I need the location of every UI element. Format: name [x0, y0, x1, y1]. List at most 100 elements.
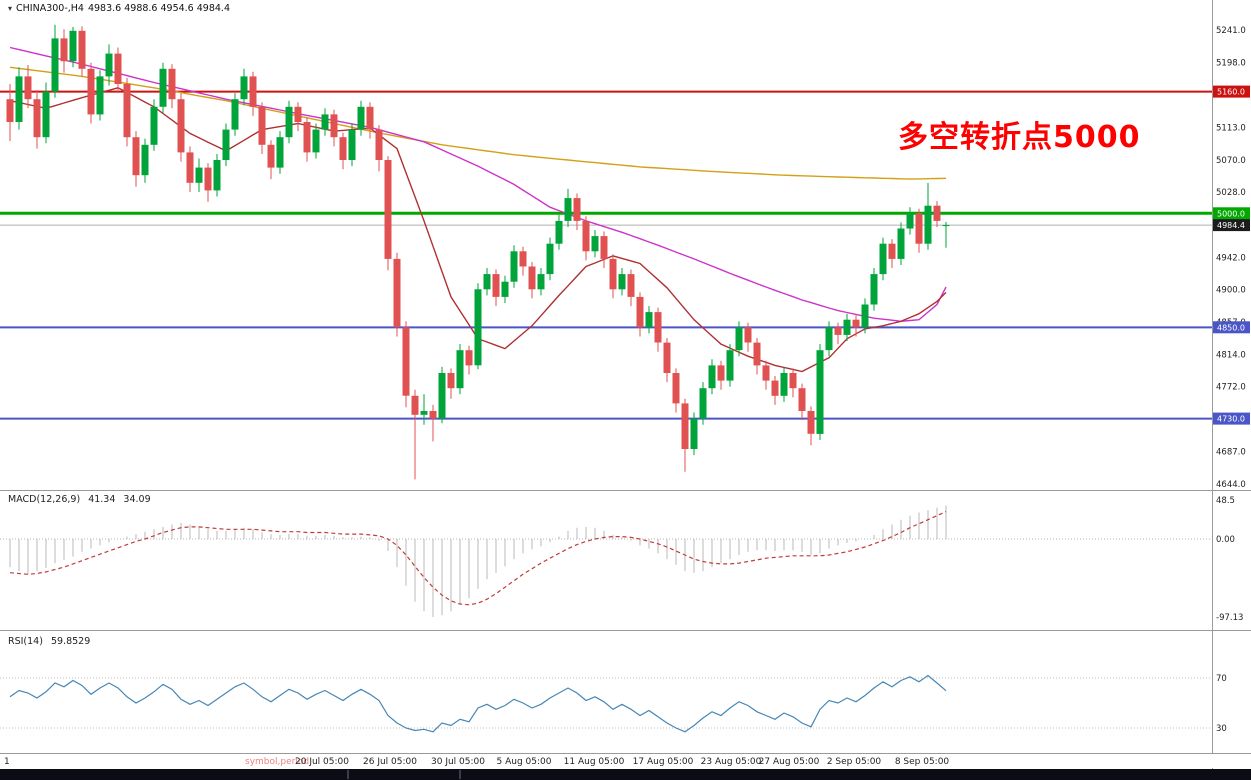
candle — [150, 99, 158, 151]
candle — [753, 338, 761, 375]
candle — [888, 239, 896, 268]
candle — [870, 268, 878, 311]
price-axis-label: 4814.0 — [1216, 351, 1246, 361]
candle — [537, 268, 545, 296]
bottom-bar-separator — [347, 770, 349, 779]
candle — [582, 216, 590, 261]
candle — [33, 90, 41, 149]
svg-text:4984.4: 4984.4 — [1217, 221, 1245, 230]
candle — [528, 261, 536, 299]
candle — [159, 62, 167, 113]
candle — [735, 321, 743, 357]
candle — [879, 237, 887, 281]
candle — [105, 44, 113, 86]
candle — [357, 100, 365, 136]
candle — [276, 131, 284, 174]
price-axis-label: 5198.0 — [1216, 59, 1246, 69]
ma-slow-line — [9, 66, 947, 180]
time-axis-label: 8 Sep 05:00 — [895, 757, 950, 767]
candle — [618, 268, 626, 296]
candle — [825, 321, 833, 357]
svg-text:4850.0: 4850.0 — [1217, 323, 1245, 332]
candle — [240, 68, 248, 106]
price-axis[interactable] — [1212, 0, 1251, 768]
candle — [672, 368, 680, 413]
symbol-dropdown-icon[interactable]: ▾ — [8, 3, 13, 13]
rsi-panel: 70 30 — [0, 674, 1227, 734]
candle — [456, 344, 464, 395]
candle — [933, 201, 941, 227]
candle — [6, 84, 14, 141]
time-axis-label: 23 Aug 05:00 — [701, 757, 762, 767]
time-axis-label: 17 Aug 05:00 — [633, 757, 694, 767]
candles-layer — [6, 24, 950, 480]
candle — [843, 313, 851, 341]
macd-axis-label: 0.00 — [1216, 535, 1235, 545]
candle — [447, 368, 455, 399]
candle — [24, 65, 32, 109]
candle — [186, 146, 194, 192]
candle — [852, 315, 860, 337]
candle — [834, 322, 842, 345]
rsi-line — [9, 674, 947, 733]
macd-histogram — [9, 505, 947, 617]
rsi-axis-label: 30 — [1216, 724, 1227, 734]
time-axis-label: 26 Jul 05:00 — [363, 757, 417, 767]
time-axis-start-label: 1 — [4, 757, 10, 767]
candle — [762, 360, 770, 390]
candle — [798, 383, 806, 421]
candle — [501, 275, 509, 303]
candle — [726, 344, 734, 387]
candle — [654, 307, 662, 352]
price-axis-label: 5113.0 — [1216, 123, 1246, 133]
candle — [267, 140, 275, 180]
candle — [492, 269, 500, 307]
chart-header: ▾ CHINA300-,H4 4983.6 4988.6 4954.6 4984… — [8, 3, 230, 14]
candle — [204, 163, 212, 202]
candle — [663, 338, 671, 383]
candle — [195, 158, 203, 192]
price-badge: 4730.0 — [1213, 412, 1250, 425]
candle — [339, 132, 347, 170]
candle — [42, 82, 50, 144]
macd-axis-label: -97.13 — [1216, 613, 1243, 623]
candle — [789, 368, 797, 398]
time-axis-label: 30 Jul 05:00 — [431, 757, 485, 767]
candle — [771, 376, 779, 405]
candle — [321, 108, 329, 136]
candle — [168, 64, 176, 109]
price-badge: 5000.0 — [1213, 207, 1250, 220]
price-badge: 4984.4 — [1213, 219, 1250, 232]
svg-text:5160.0: 5160.0 — [1217, 88, 1245, 97]
time-axis-label: 11 Aug 05:00 — [564, 757, 625, 767]
candle — [546, 237, 554, 281]
candle — [375, 125, 383, 172]
candle — [897, 222, 905, 265]
svg-text:5000.0: 5000.0 — [1217, 209, 1245, 218]
candle — [816, 344, 824, 440]
candle — [132, 131, 140, 187]
candle — [258, 102, 266, 154]
rsi-name: RSI(14) — [8, 636, 43, 647]
candle — [474, 283, 482, 370]
candle — [915, 208, 923, 253]
candle — [681, 398, 689, 472]
candle — [366, 102, 374, 139]
candle — [123, 77, 131, 147]
svg-text:4730.0: 4730.0 — [1217, 415, 1245, 424]
chart-ohlc-values: 4983.6 4988.6 4954.6 4984.4 — [87, 3, 230, 14]
candle — [555, 214, 563, 250]
candle — [285, 100, 293, 144]
candle — [483, 268, 491, 296]
candle — [807, 406, 815, 446]
candle — [141, 138, 149, 183]
candle — [519, 246, 527, 276]
candle — [420, 394, 428, 425]
candle — [393, 252, 401, 337]
candle — [429, 404, 437, 442]
price-axis-label: 5070.0 — [1216, 156, 1246, 166]
bottom-bar[interactable] — [0, 769, 1251, 780]
macd-main-value: 41.34 — [88, 494, 116, 505]
